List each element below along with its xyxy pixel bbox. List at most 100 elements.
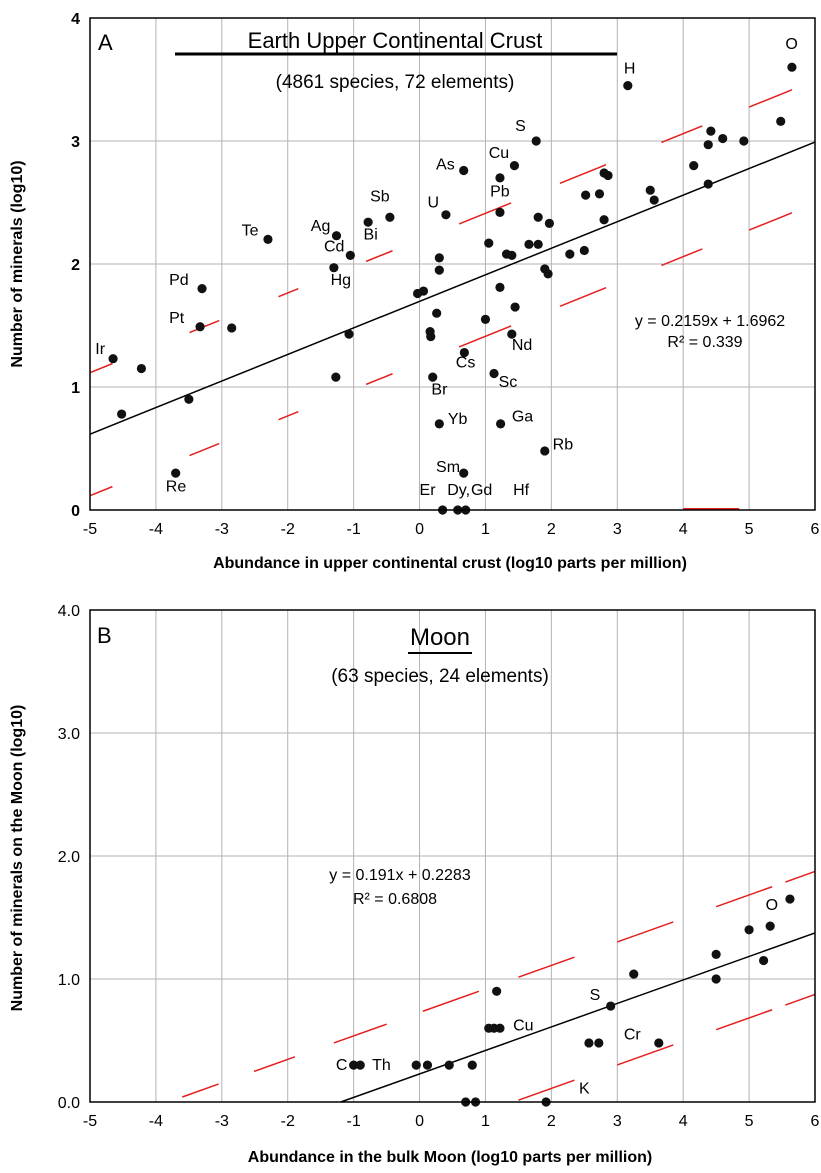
x-tick-label: -1 <box>347 1113 361 1130</box>
panel-b-chart: O S Cu Cr C Th K -5 -4 -3 -2 -1 0 1 2 3 4 5 6 0.0 1.0 2.0 3.0… <box>9 603 820 1166</box>
confidence-band-lower <box>518 1079 575 1101</box>
confidence-band-lower <box>278 411 299 421</box>
point-annotation: Er <box>420 482 437 499</box>
data-point <box>484 238 494 248</box>
data-point <box>434 253 444 263</box>
x-axis-label: Abundance in upper continental crust (lo… <box>213 555 687 572</box>
point-annotation: Ir <box>95 341 105 358</box>
point-annotation: Sb <box>370 188 390 205</box>
data-point <box>711 949 721 960</box>
data-point <box>603 170 613 181</box>
x-tick-label: -4 <box>149 521 163 538</box>
data-point <box>459 165 469 176</box>
y-tick-label: 1 <box>71 380 80 397</box>
point-annotation: Ag <box>311 218 331 235</box>
y-tick-label: 0.0 <box>58 1095 80 1112</box>
data-point <box>263 234 273 244</box>
data-point <box>599 215 609 225</box>
data-point <box>331 231 342 241</box>
x-tick-label: -1 <box>347 521 361 538</box>
data-point <box>197 284 207 294</box>
data-point <box>136 363 147 374</box>
x-tick-label: 1 <box>481 1113 490 1130</box>
data-point <box>531 136 541 146</box>
data-point <box>355 1060 365 1070</box>
confidence-band-upper <box>617 921 674 943</box>
confidence-band-lower <box>617 1044 674 1066</box>
confidence-band-upper <box>253 1056 296 1073</box>
point-annotation: Rb <box>553 437 574 454</box>
data-point <box>108 354 118 364</box>
x-tick-label: -2 <box>281 1113 295 1130</box>
regression-line <box>340 932 816 1103</box>
confidence-band-upper <box>661 125 703 144</box>
confidence-band-upper <box>715 886 773 908</box>
point-annotation: Th <box>372 1057 391 1074</box>
confidence-band-lower <box>89 485 113 497</box>
data-point <box>718 133 728 144</box>
data-point <box>584 1038 594 1048</box>
panel-letter: B <box>97 623 112 648</box>
regression-line <box>89 141 816 435</box>
point-annotation: K <box>579 1080 590 1097</box>
chart-title: Moon <box>410 624 470 651</box>
data-point <box>441 210 451 220</box>
data-point <box>434 419 444 429</box>
x-tick-label: 0 <box>415 521 424 538</box>
data-point <box>507 250 517 260</box>
data-point <box>495 282 505 292</box>
data-point <box>492 986 502 996</box>
data-point <box>744 925 754 935</box>
point-annotation: Hf <box>513 482 530 499</box>
chart-title: Earth Upper Continental Crust <box>248 28 543 53</box>
data-point <box>363 217 373 227</box>
x-tick-label: 2 <box>547 1113 556 1130</box>
y-tick-label: 0 <box>71 503 80 520</box>
x-tick-label: 3 <box>613 1113 622 1130</box>
data-point <box>533 239 543 249</box>
data-point <box>543 269 553 279</box>
data-point <box>524 239 534 249</box>
point-annotation: Sc <box>499 374 518 391</box>
confidence-band-upper <box>458 202 512 225</box>
panel-letter: A <box>98 30 113 55</box>
data-point <box>331 372 341 382</box>
data-point <box>540 446 550 456</box>
plot-frame <box>89 609 816 1103</box>
data-point <box>495 207 505 217</box>
data-point <box>533 212 543 222</box>
point-annotation: Pb <box>490 183 510 200</box>
data-point <box>649 195 659 205</box>
data-point <box>703 179 713 189</box>
data-point <box>565 249 575 259</box>
x-tick-label: -3 <box>215 521 229 538</box>
regression-r-squared: R² = 0.339 <box>667 334 742 351</box>
confidence-band-upper <box>559 164 607 184</box>
point-annotation: O <box>785 36 797 53</box>
point-annotation: Pt <box>169 310 185 327</box>
point-annotation: S <box>590 987 601 1004</box>
y-tick-label: 4 <box>71 11 80 28</box>
data-point <box>711 974 721 984</box>
panel-a-chart: O H S Cu As Pb Sb U Ag Te Bi Cd Hg Pd Pt Ir Nd Cs Br Sc Yb Ga… <box>9 11 820 572</box>
point-annotation: As <box>436 156 455 173</box>
data-point <box>785 894 795 904</box>
data-point <box>480 314 491 324</box>
data-point <box>579 245 589 256</box>
data-point <box>344 329 354 339</box>
point-annotation: Cd <box>324 239 344 256</box>
data-point <box>507 329 517 339</box>
data-point <box>594 1038 604 1048</box>
data-point <box>349 1060 359 1070</box>
confidence-band-lower <box>661 248 703 267</box>
x-tick-label: 4 <box>679 521 688 538</box>
x-tick-label: -3 <box>215 1113 229 1130</box>
x-tick-label: -5 <box>83 521 97 538</box>
data-point <box>426 331 436 342</box>
data-point <box>581 190 591 200</box>
point-annotation: C <box>336 1057 348 1074</box>
x-tick-label: 6 <box>811 521 820 538</box>
data-point <box>385 212 395 222</box>
data-point <box>412 288 423 299</box>
data-point <box>544 218 554 229</box>
